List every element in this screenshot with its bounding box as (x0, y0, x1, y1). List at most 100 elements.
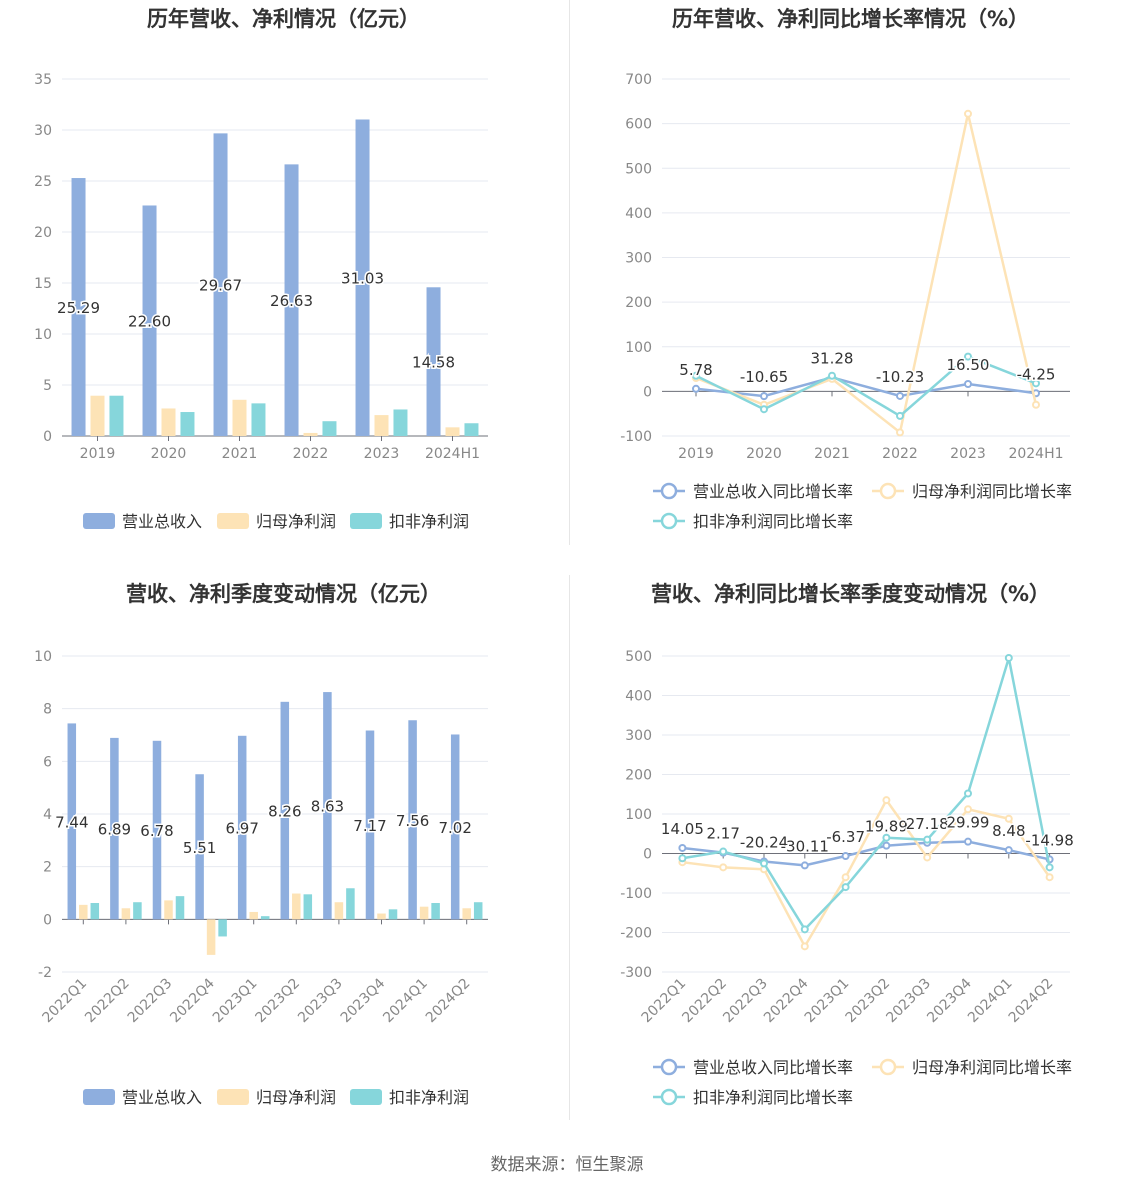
line-point (828, 371, 836, 380)
x-tick-label: 2022Q1 (639, 976, 690, 1027)
bar (67, 723, 77, 920)
bar (303, 432, 318, 436)
chart-title: 营收、净利同比增长率季度变动情况（%） (651, 582, 1050, 606)
y-tick-label: 35 (34, 72, 52, 88)
y-tick-label: 300 (625, 251, 652, 267)
bar (133, 902, 142, 920)
line-data-label: -6.37 (826, 828, 865, 846)
bar (206, 919, 216, 955)
y-tick-label: 600 (625, 117, 652, 133)
legend-marker (660, 482, 678, 500)
y-tick-label: 400 (625, 689, 652, 705)
legend-marker (660, 1058, 678, 1076)
y-tick-label: 0 (43, 429, 52, 445)
line-point (692, 371, 700, 380)
y-tick-label: 200 (625, 295, 652, 311)
x-tick-label: 2022Q3 (125, 976, 176, 1027)
bar (365, 730, 375, 920)
bar (142, 205, 157, 436)
bar (71, 178, 86, 437)
bar-data-label: 25.29 (57, 299, 100, 317)
line-data-label: 31.28 (811, 349, 854, 367)
x-tick-label: 2023Q4 (338, 975, 389, 1026)
x-tick-label: 2024Q2 (1006, 976, 1057, 1027)
legend-label: 营业总收入 (122, 512, 202, 531)
x-tick-label: 2022Q4 (167, 975, 218, 1026)
bar-data-label: 6.89 (98, 821, 131, 839)
bar (232, 399, 247, 436)
bar-data-label: 29.67 (199, 277, 242, 295)
line-point (800, 925, 809, 934)
bar (445, 427, 460, 436)
line-point (719, 847, 728, 856)
bar (355, 119, 370, 436)
line-data-label: -10.65 (740, 368, 788, 386)
x-tick-label: 2024H1 (1008, 446, 1063, 462)
legend-label: 扣非净利润同比增长率 (693, 512, 853, 531)
bar (237, 735, 247, 920)
x-tick-label: 2022 (882, 446, 918, 462)
x-tick-label: 2019 (678, 446, 714, 462)
bar (79, 904, 88, 920)
line-point (760, 392, 768, 401)
bar-data-label: 7.56 (396, 812, 429, 830)
line-point (1004, 814, 1013, 823)
bar (303, 894, 313, 920)
legend-swatch (217, 1089, 249, 1105)
series-line (695, 355, 1037, 418)
line-data-label: 14.05 (661, 820, 704, 838)
bar (110, 737, 119, 920)
line-data-label: 27.18 (906, 815, 949, 833)
line-data-label: 8.48 (992, 822, 1025, 840)
x-tick-label: 2022 (293, 446, 329, 462)
bar-data-label: 5.51 (183, 839, 216, 857)
annual-growth-rate-panel: 历年营收、净利同比增长率情况（%） -100 0 100 200 300 400 500 600… (567, 0, 1134, 575)
x-tick-label: 2019 (80, 446, 116, 462)
line-data-label: -10.23 (876, 368, 924, 386)
bar (284, 164, 299, 436)
y-tick-label: 10 (34, 649, 52, 665)
bar (90, 395, 105, 436)
y-tick-label: -200 (620, 926, 652, 942)
series-line (695, 113, 1038, 435)
y-tick-label: 500 (625, 161, 652, 177)
legend-swatch (350, 513, 382, 529)
line-data-label: -14.98 (1025, 831, 1073, 849)
line-point (964, 109, 972, 118)
x-tick-label: 2023Q3 (295, 976, 346, 1027)
y-tick-label: -100 (620, 886, 652, 902)
x-tick-label: 2024Q1 (965, 976, 1016, 1027)
annual-revenue-profit-panel: 历年营收、净利情况（亿元） 0 5 10 15 20 25 30 35 2019 2020 2021 2… (0, 0, 567, 575)
legend-swatch (83, 1089, 115, 1105)
bar (408, 720, 417, 920)
legend-label: 扣非净利润 (389, 512, 469, 531)
y-tick-label: 25 (34, 174, 52, 190)
bar (346, 888, 355, 920)
bar (121, 908, 131, 920)
series-line (682, 657, 1051, 932)
series-line (682, 797, 1051, 949)
y-tick-label: 700 (625, 72, 652, 88)
bar (388, 909, 398, 920)
line-point (800, 942, 809, 951)
x-tick-label: 2023Q1 (802, 976, 853, 1027)
legend-label: 营业总收入同比增长率 (693, 482, 853, 501)
line-point (719, 863, 728, 872)
quarterly-revenue-profit-chart: 营收、净利季度变动情况（亿元）-202468102022Q12022Q22022… (34, 582, 488, 1107)
x-tick-label: 2021 (814, 446, 850, 462)
line-point (841, 883, 850, 892)
bar (431, 903, 440, 920)
bar (90, 903, 100, 920)
bar (419, 906, 429, 920)
x-tick-label: 2024Q1 (380, 976, 431, 1027)
bar-data-label: 8.26 (268, 803, 301, 821)
line-point (964, 837, 972, 846)
legend-swatch (217, 513, 249, 529)
line-point (1004, 846, 1013, 855)
line-point (800, 861, 809, 870)
bar (180, 412, 195, 436)
x-tick-label: 2022Q3 (720, 976, 771, 1027)
bar (152, 740, 162, 920)
legend-marker (660, 512, 678, 530)
line-point (1004, 653, 1013, 662)
